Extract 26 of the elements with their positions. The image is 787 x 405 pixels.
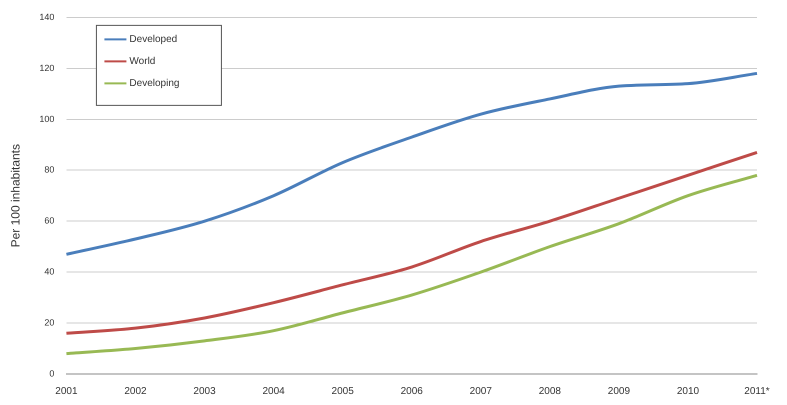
x-tick-label: 2011*	[744, 386, 770, 397]
legend-label: Developed	[129, 34, 178, 46]
y-tick-label: 40	[44, 266, 54, 277]
y-tick-label: 140	[39, 12, 54, 22]
legend-label: World	[129, 56, 156, 68]
x-tick-label: 2003	[193, 386, 216, 397]
line-series	[64, 174, 758, 356]
line-series	[64, 72, 758, 256]
legend-label: Developing	[129, 78, 180, 90]
x-tick-label: 2006	[400, 386, 424, 397]
y-tick-label: 80	[44, 164, 54, 175]
y-tick-label: 20	[44, 318, 54, 328]
line-series	[64, 150, 758, 335]
y-tick-label: 120	[39, 62, 54, 73]
x-tick-label: 2005	[332, 386, 354, 397]
x-tick-label: 2001	[55, 386, 78, 397]
x-tick-label: 2007	[470, 386, 492, 397]
y-tick-label: 60	[44, 216, 54, 226]
y-tick-label: 100	[39, 114, 54, 124]
x-tick-label: 2004	[262, 386, 286, 397]
y-axis-title: Per 100 inhabitants	[8, 144, 23, 248]
x-tick-label: 2008	[538, 386, 562, 397]
y-tick-label: 0	[49, 368, 54, 378]
x-tick-label: 2002	[124, 386, 148, 397]
x-tick-label: 2010	[676, 386, 700, 397]
x-tick-label: 2009	[608, 386, 630, 397]
